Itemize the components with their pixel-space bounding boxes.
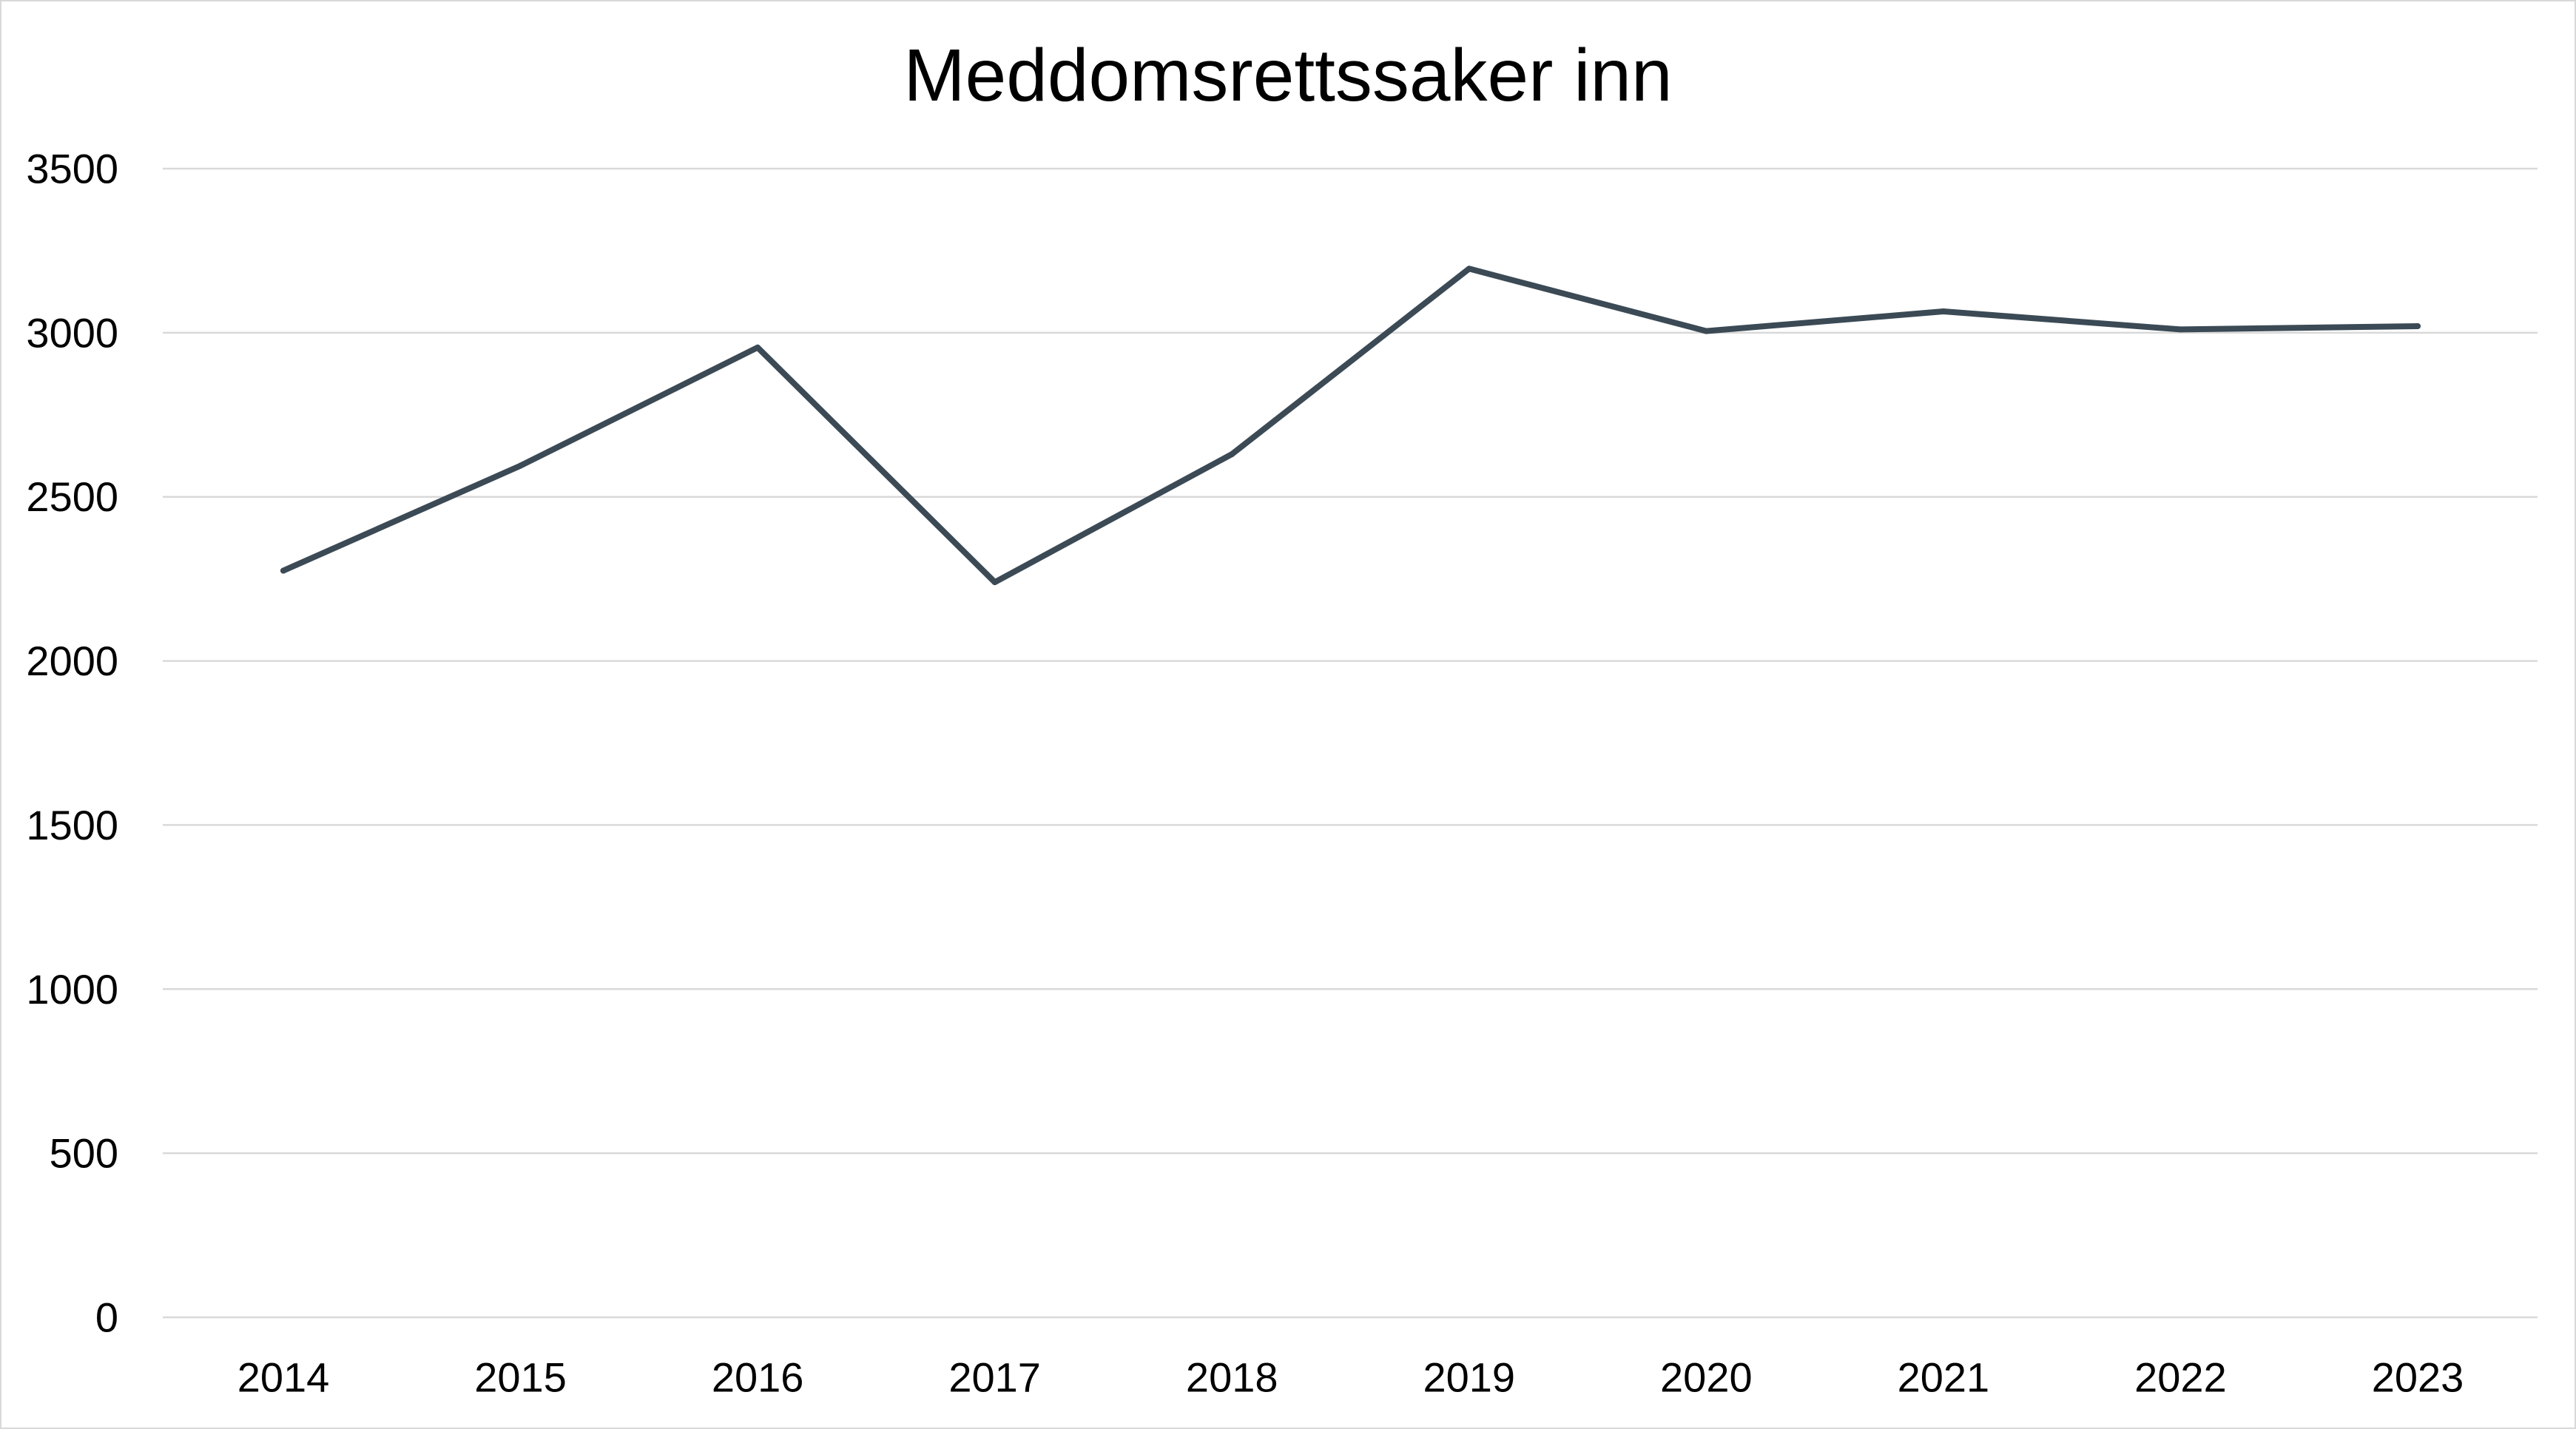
data-point-2021 [1940,308,1946,315]
data-point-2020 [1703,328,1710,334]
chart-title: Meddomsrettssaker inn [903,34,1673,117]
gridlines [163,167,2538,1319]
x-tick-label: 2023 [2372,1354,2464,1401]
x-tick-label: 2020 [1660,1354,1753,1401]
y-tick-label: 3000 [26,309,118,356]
data-point-2015 [517,462,524,469]
y-tick-label: 2500 [26,473,118,520]
series-line-0 [280,266,2421,586]
data-point-2017 [991,579,998,586]
data-point-2016 [755,344,761,351]
y-axis-ticks: 0 500 1000 1500 2000 2500 3000 3500 [26,146,118,1341]
x-axis-ticks: 2014 2015 2016 2017 2018 2019 2020 2021 2022 2023 [237,1354,2464,1401]
x-tick-label: 2017 [948,1354,1041,1401]
y-tick-label: 3500 [26,146,118,192]
data-point-2014 [280,567,286,574]
x-tick-label: 2019 [1423,1354,1515,1401]
x-tick-label: 2021 [1898,1354,1990,1401]
x-tick-label: 2014 [237,1354,330,1401]
x-tick-label: 2018 [1186,1354,1278,1401]
data-point-2023 [2415,322,2421,329]
data-point-2019 [1466,266,1472,272]
y-tick-label: 0 [95,1294,118,1341]
y-tick-label: 2000 [26,638,118,684]
y-tick-label: 1500 [26,802,118,848]
x-tick-label: 2015 [474,1354,567,1401]
x-tick-label: 2022 [2134,1354,2227,1401]
y-tick-label: 1000 [26,966,118,1013]
series-layer [280,266,2421,586]
data-point-2018 [1229,451,1235,458]
y-tick-label: 500 [50,1130,118,1177]
x-tick-label: 2016 [712,1354,804,1401]
data-point-2022 [2177,326,2184,333]
